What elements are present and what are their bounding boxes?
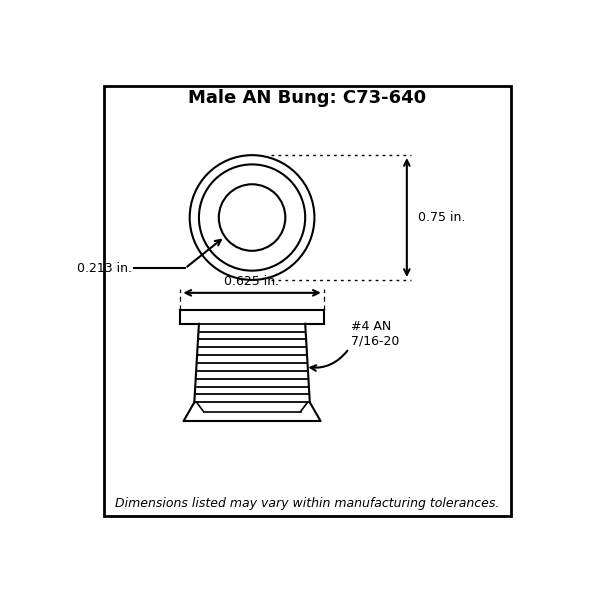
Text: 0.213 in.: 0.213 in. (77, 262, 132, 275)
Text: 0.75 in.: 0.75 in. (418, 211, 466, 224)
Text: Dimensions listed may vary within manufacturing tolerances.: Dimensions listed may vary within manufa… (115, 497, 500, 511)
Text: Male AN Bung: C73-640: Male AN Bung: C73-640 (188, 89, 427, 107)
Text: 0.625 in.: 0.625 in. (224, 275, 280, 288)
Text: #4 AN
7/16-20: #4 AN 7/16-20 (352, 320, 400, 347)
Bar (104, 86, 511, 515)
